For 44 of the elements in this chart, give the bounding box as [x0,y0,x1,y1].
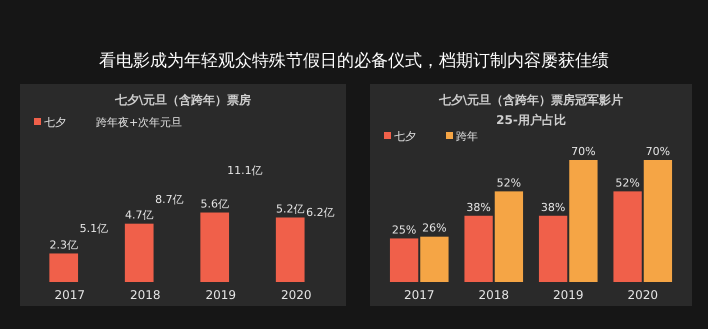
legend-label: 七夕 [394,130,416,143]
data-label: 38% [466,200,491,214]
legend-label: 跨年 [456,130,478,143]
legend-label: 七夕 [44,116,66,129]
bar [276,217,305,282]
data-label: 25% [392,223,416,236]
bar [644,160,672,282]
data-label: 4.7亿 [124,208,154,222]
data-label: 5.2亿 [276,202,304,216]
data-label: 38% [540,200,566,214]
x-tick-label: 2017 [404,288,435,302]
bar [200,212,230,282]
text: 8.7亿 [155,192,184,206]
bar [49,253,78,282]
text: 跨年夜+次年元旦 [96,116,182,129]
data-label: 70% [571,145,596,158]
x-tick-label: 2019 [552,288,584,302]
data-label: 26% [422,222,447,235]
x-tick-label: 2019 [205,288,236,302]
text: 11.1亿 [227,164,263,177]
bar [569,160,598,282]
annotation: 6.2亿 [306,206,335,219]
annotation: 5.1亿 [80,222,108,235]
data-label: 5.6亿 [200,198,229,211]
data-label: 52% [496,176,522,190]
x-tick-label: 2017 [54,288,86,302]
data-label: 52% [615,176,640,190]
data-label: 70% [646,145,670,158]
chart-title: 看电影成为年轻观众特殊节假日的必备仪式，档期订制内容屡获佳绩 [99,51,609,71]
chart-subtitle: 七夕\元旦（含跨年）票房 [114,93,252,107]
bar [390,238,418,282]
data-label: 2.3亿 [49,238,78,252]
chart-subtitle: 25-用户占比 [496,113,566,127]
x-tick-label: 2018 [130,288,161,302]
bar [124,224,154,282]
bar [420,236,449,282]
chart-title: 七夕\元旦（含跨年）票房冠军影片 [438,93,624,107]
x-tick-label: 2018 [478,288,510,302]
bar [494,191,524,282]
x-tick-label: 2020 [280,288,312,302]
bar [538,216,568,282]
bar [464,216,493,282]
bar [613,191,642,282]
x-tick-label: 2020 [627,288,658,302]
